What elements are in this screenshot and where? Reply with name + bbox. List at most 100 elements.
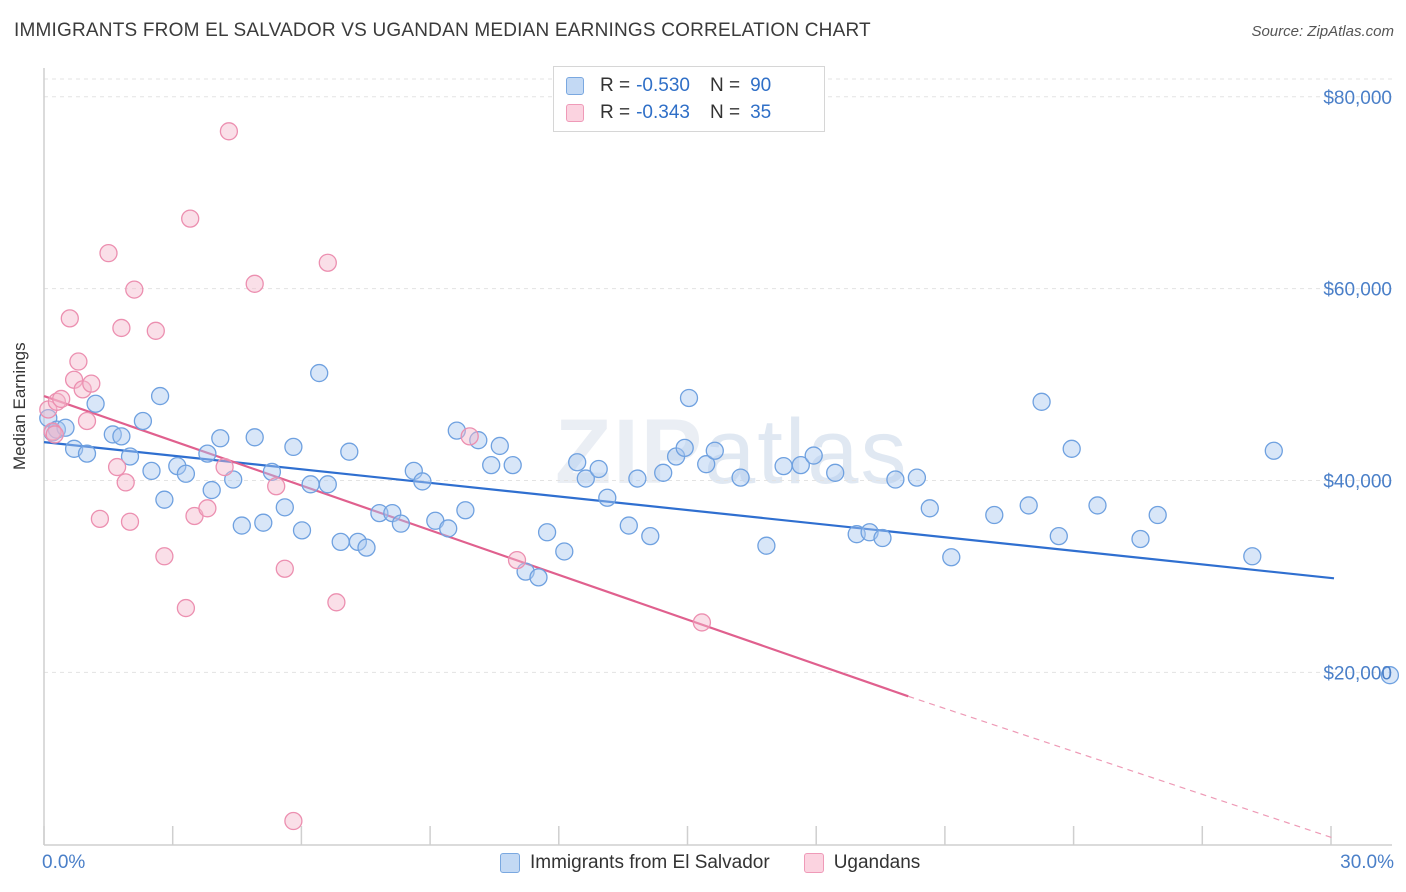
- point-ugandans: [318, 253, 337, 272]
- point-ugandans: [69, 352, 88, 371]
- point-el-salvador: [112, 427, 131, 446]
- point-el-salvador: [791, 455, 810, 475]
- point-el-salvador: [202, 480, 221, 500]
- point-el-salvador: [826, 463, 845, 482]
- chart-title: IMMIGRANTS FROM EL SALVADOR VS UGANDAN M…: [14, 20, 871, 41]
- point-el-salvador: [331, 532, 350, 552]
- point-el-salvador: [1243, 547, 1262, 566]
- point-el-salvador: [254, 513, 273, 532]
- point-el-salvador: [529, 568, 548, 587]
- point-el-salvador: [77, 444, 97, 463]
- point-el-salvador: [1148, 505, 1167, 525]
- point-el-salvador: [774, 456, 793, 476]
- point-ugandans: [460, 427, 479, 446]
- gridlines: [44, 78, 1392, 673]
- legend-label-ugandans: Ugandans: [833, 852, 921, 873]
- point-el-salvador: [619, 516, 638, 535]
- point-ugandans: [82, 374, 101, 393]
- source-credit: Source: ZipAtlas.com: [1251, 23, 1394, 40]
- point-el-salvador: [86, 394, 105, 413]
- n-label: N =: [709, 75, 741, 96]
- point-ugandans: [107, 457, 127, 477]
- r-value: -0.530: [636, 75, 690, 96]
- trend-line-el-salvador: [43, 441, 1335, 580]
- trend-line-ugandans-extension: [908, 695, 1335, 839]
- point-el-salvador: [886, 470, 905, 489]
- point-el-salvador: [697, 455, 716, 474]
- legend-item-el-salvador: Immigrants from El Salvador: [500, 852, 770, 874]
- point-el-salvador: [1049, 526, 1068, 546]
- n-value: 35: [750, 102, 772, 123]
- series-legend: Immigrants from El Salvador Ugandans: [500, 852, 954, 874]
- point-el-salvador: [482, 455, 501, 475]
- point-el-salvador: [1264, 441, 1283, 460]
- n-label: N =: [709, 102, 741, 123]
- point-el-salvador: [456, 501, 475, 520]
- r-value: -0.343: [636, 102, 690, 123]
- point-ugandans: [112, 318, 131, 338]
- point-ugandans: [245, 274, 264, 293]
- point-el-salvador: [654, 463, 673, 482]
- point-el-salvador: [211, 429, 230, 448]
- data-points: [39, 122, 1400, 831]
- point-ugandans: [507, 550, 527, 570]
- point-ugandans: [99, 243, 118, 263]
- y-tick-label: $40,000: [1323, 471, 1392, 492]
- point-ugandans: [43, 422, 62, 441]
- axes: [43, 68, 1392, 846]
- point-ugandans: [125, 280, 144, 299]
- point-ugandans: [692, 613, 712, 632]
- point-el-salvador: [310, 363, 329, 383]
- point-ugandans: [90, 509, 110, 529]
- point-el-salvador: [537, 523, 557, 542]
- point-el-salvador: [176, 464, 196, 483]
- n-value: 90: [750, 75, 772, 96]
- point-el-salvador: [1032, 392, 1051, 411]
- trend-lines: [43, 395, 1335, 839]
- x-axis-min-label: 0.0%: [42, 852, 86, 873]
- point-ugandans: [198, 499, 217, 518]
- point-el-salvador: [503, 455, 522, 475]
- point-el-salvador: [198, 444, 217, 463]
- point-el-salvador: [262, 462, 282, 481]
- point-el-salvador: [1131, 529, 1150, 549]
- point-el-salvador: [907, 468, 927, 487]
- point-el-salvador: [413, 472, 432, 491]
- point-el-salvador: [357, 538, 376, 557]
- stats-legend: R = -0.530 N = 90 R = -0.343 N = 35: [553, 66, 825, 132]
- r-label: R =: [600, 75, 631, 96]
- point-el-salvador: [150, 386, 170, 406]
- point-el-salvador: [275, 498, 294, 517]
- point-ugandans: [215, 457, 234, 477]
- point-el-salvador: [469, 431, 488, 450]
- point-el-salvador: [873, 528, 892, 548]
- point-el-salvador: [391, 514, 411, 533]
- point-ugandans: [181, 209, 200, 228]
- stats-legend-row-el-salvador: R = -0.530 N = 90: [566, 73, 771, 99]
- y-tick-labels: $20,000 $40,000 $60,000 $80,000: [1323, 88, 1392, 685]
- el-salvador-legend-swatch: [500, 853, 520, 873]
- point-el-salvador: [641, 526, 660, 546]
- point-el-salvador: [292, 521, 312, 540]
- point-el-salvador: [224, 470, 243, 489]
- point-ugandans: [45, 425, 64, 444]
- x-axis-max-label: 30.0%: [1340, 852, 1394, 873]
- y-axis-label: Median Earnings: [10, 342, 29, 470]
- y-tick-label: $20,000: [1323, 663, 1392, 684]
- point-ugandans: [284, 811, 303, 831]
- point-el-salvador: [985, 505, 1004, 525]
- legend-label-el-salvador: Immigrants from El Salvador: [530, 852, 770, 873]
- legend-item-ugandans: Ugandans: [803, 852, 921, 874]
- point-el-salvador: [804, 446, 823, 465]
- point-ugandans: [176, 598, 196, 618]
- point-ugandans: [155, 547, 174, 566]
- trend-line-ugandans: [43, 395, 909, 698]
- point-el-salvador: [490, 436, 509, 456]
- ugandans-legend-swatch: [803, 853, 824, 873]
- point-el-salvador: [370, 503, 389, 523]
- point-el-salvador: [284, 437, 303, 457]
- point-ugandans: [219, 122, 239, 141]
- point-el-salvador: [340, 442, 359, 461]
- point-ugandans: [116, 473, 135, 492]
